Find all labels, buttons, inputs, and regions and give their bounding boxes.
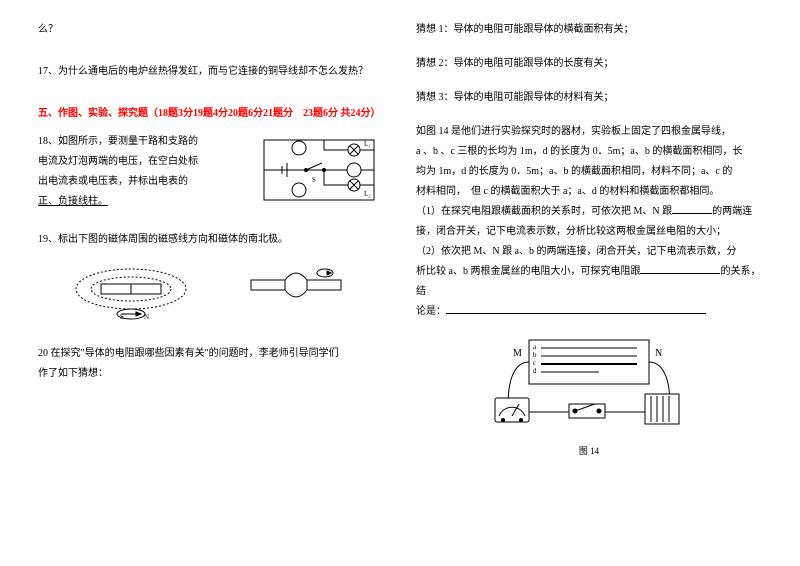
q18: 18、如图所示，要测量干路和支路的 电流及灯泡两端的电压，在空白处标 出电流表或… bbox=[38, 132, 384, 216]
q18-text: 18、如图所示，要测量干路和支路的 电流及灯泡两端的电压，在空白处标 出电流表或… bbox=[38, 132, 248, 212]
label-l2: L₂ bbox=[364, 190, 371, 198]
para3: 均为 1m，d 的长度为 0．5m；a、b 的横截面积相同，材料不同；a、c 的 bbox=[416, 162, 762, 182]
q17: 17、为什么通电后的电炉丝热得发红，而与它连接的铜导线却不怎么发热？ bbox=[38, 62, 384, 82]
q18-line3: 出电流表或电压表，并标出电表的 bbox=[38, 172, 248, 192]
magnet-s: S bbox=[120, 313, 124, 321]
q18-line2: 电流及灯泡两端的电压，在空白处标 bbox=[38, 152, 248, 172]
para2: a 、b 、c 三根的长均为 1m，d 的长度为 0．5m；a、b 的横截面积相… bbox=[416, 142, 762, 162]
terminal-n: N bbox=[655, 348, 662, 359]
sub1: （1）在探究电阻跟横截面积的关系时，可依次把 M、N 跟 的两端连 bbox=[416, 202, 762, 222]
figure-14: a b c d M N 图 14 bbox=[416, 332, 762, 460]
sub1-a: （1）在探究电阻跟横截面积的关系时，可依次把 M、N 跟 bbox=[416, 206, 672, 217]
sub2-line3: 论是： bbox=[416, 302, 762, 322]
blank-1 bbox=[672, 204, 712, 214]
sub1-b: 的两端连 bbox=[712, 206, 752, 217]
para4: 材料相同， 但 c 的横截面积大于 a；a、d 的材料和横截面积都相同。 bbox=[416, 182, 762, 202]
blank-3 bbox=[446, 304, 706, 314]
circuit-diagram: L₁ L₂ S bbox=[254, 132, 384, 216]
label-s: S bbox=[312, 176, 316, 184]
magnet-n: N bbox=[144, 313, 149, 321]
figure-14-label: 图 14 bbox=[416, 442, 762, 460]
q16-tail: 么？ bbox=[38, 20, 384, 40]
wire-c: c bbox=[533, 359, 536, 367]
q18-line4: 正、负接线柱。 bbox=[38, 192, 248, 212]
sub1-c: 接，闭合开关，记下电流表示数，分析比较这两根金属丝电阻的大小； bbox=[416, 222, 762, 242]
q20-line2: 作了如下猜想： bbox=[38, 364, 384, 384]
q20: 20 在探究"导体的电阻跟哪些因素有关"的问题时，李老师引导同学们 作了如下猜想… bbox=[38, 344, 384, 384]
sub2-line2: 析比较 a、b 两根金属丝的电阻大小，可探究电阻跟的关系，结 bbox=[416, 262, 762, 302]
label-l1: L₁ bbox=[364, 140, 371, 148]
guess2: 猜想 2：导体的电阻可能跟导体的长度有关； bbox=[416, 54, 762, 74]
wire-b: b bbox=[533, 351, 537, 359]
sub2-d: 论是： bbox=[416, 306, 446, 317]
sub2-b: 析比较 a、b 两根金属丝的电阻大小，可探究电阻跟 bbox=[416, 266, 640, 277]
right-column: 猜想 1：导体的电阻可能跟导体的横截面积有关； 猜想 2：导体的电阻可能跟导体的… bbox=[400, 20, 770, 546]
left-column: 么？ 17、为什么通电后的电炉丝热得发红，而与它连接的铜导线却不怎么发热？ 五、… bbox=[30, 20, 400, 546]
sub2-a: （2）依次把 M、N 跟 a、b 的两端连接，闭合开关，记下电流表示数，分 bbox=[416, 242, 762, 262]
q19: 19、标出下图的磁体周围的磁感线方向和磁体的南北极。 bbox=[38, 230, 384, 250]
guess3: 猜想 3：导体的电阻可能跟导体的材料有关； bbox=[416, 88, 762, 108]
q20-line1: 20 在探究"导体的电阻跟哪些因素有关"的问题时，李老师引导同学们 bbox=[38, 344, 384, 364]
section-5-title: 五、作图、实验、探究题（18题3分19题4分20题6分21题分 23题6分 共2… bbox=[38, 104, 384, 124]
blank-2 bbox=[640, 264, 720, 274]
magnet-diagrams: S N bbox=[38, 264, 384, 330]
guess1: 猜想 1：导体的电阻可能跟导体的横截面积有关； bbox=[416, 20, 762, 40]
para1: 如图 14 是他们进行实验探究时的器材，实验板上固定了四根金属导线， bbox=[416, 122, 762, 142]
wire-d: d bbox=[533, 367, 537, 375]
terminal-m: M bbox=[513, 348, 522, 359]
q18-line1: 18、如图所示，要测量干路和支路的 bbox=[38, 132, 248, 152]
